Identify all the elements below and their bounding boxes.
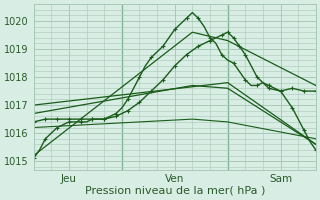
X-axis label: Pression niveau de la mer( hPa ): Pression niveau de la mer( hPa ) (84, 186, 265, 196)
